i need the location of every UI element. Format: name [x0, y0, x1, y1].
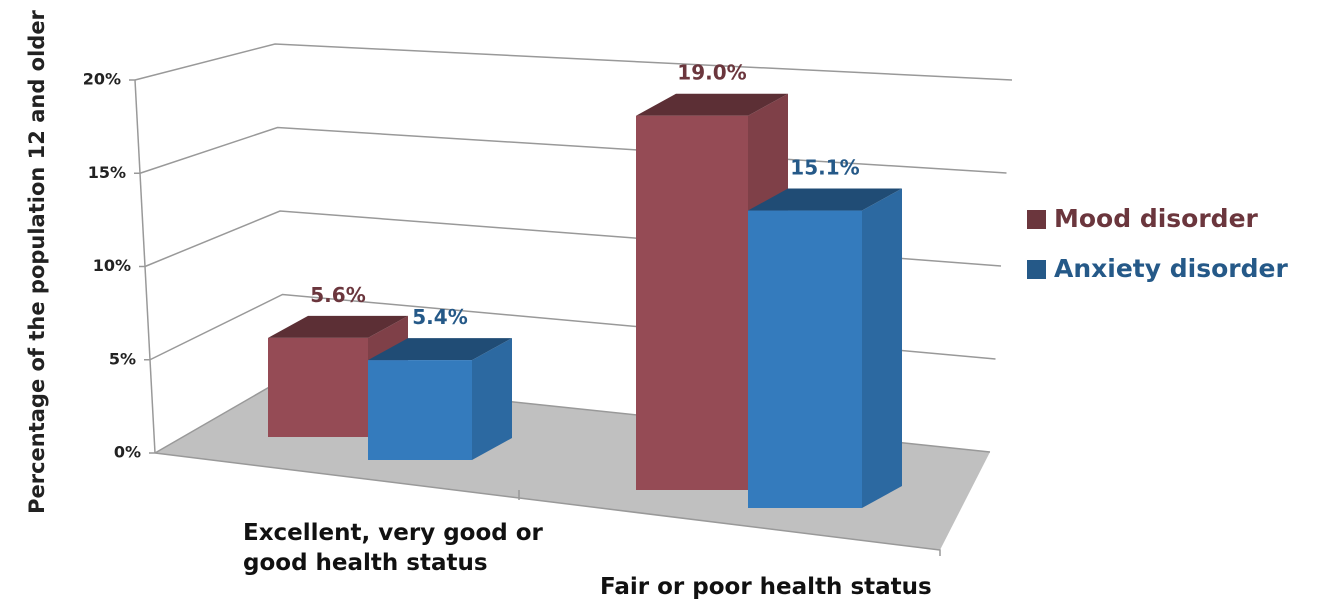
- grid-line: [139, 126, 1007, 174]
- y-tick-label: 10%: [93, 256, 131, 275]
- bar: [748, 210, 862, 508]
- x-tick-label: Excellent, very good or good health stat…: [243, 520, 543, 576]
- grid-line: [134, 43, 1013, 81]
- legend-swatch: [1027, 210, 1046, 229]
- bar-top: [636, 93, 788, 116]
- bar: [268, 337, 368, 437]
- x-tick-label: Fair or poor health status: [600, 574, 932, 600]
- data-label: 19.0%: [677, 61, 746, 85]
- legend-swatch: [1027, 260, 1046, 279]
- legend-label: Anxiety disorder: [1054, 254, 1288, 283]
- y-tick-label: 0%: [114, 443, 141, 462]
- bar-side: [862, 188, 902, 508]
- bar-top: [748, 188, 902, 211]
- axis-line: [154, 452, 941, 556]
- bar: [636, 115, 748, 490]
- data-label: 5.4%: [412, 305, 467, 329]
- legend-label: Mood disorder: [1054, 204, 1259, 233]
- y-tick-label: 5%: [109, 349, 136, 368]
- y-tick-label: 20%: [83, 70, 121, 89]
- bar-side: [472, 338, 512, 460]
- bar-top: [368, 338, 512, 361]
- y-axis-label: Percentage of the population 12 and olde…: [25, 9, 49, 513]
- y-tick-label: 15%: [88, 163, 126, 182]
- bar-top: [268, 315, 408, 338]
- data-label: 5.6%: [310, 283, 365, 307]
- data-label: 15.1%: [790, 156, 859, 180]
- bar: [368, 360, 472, 460]
